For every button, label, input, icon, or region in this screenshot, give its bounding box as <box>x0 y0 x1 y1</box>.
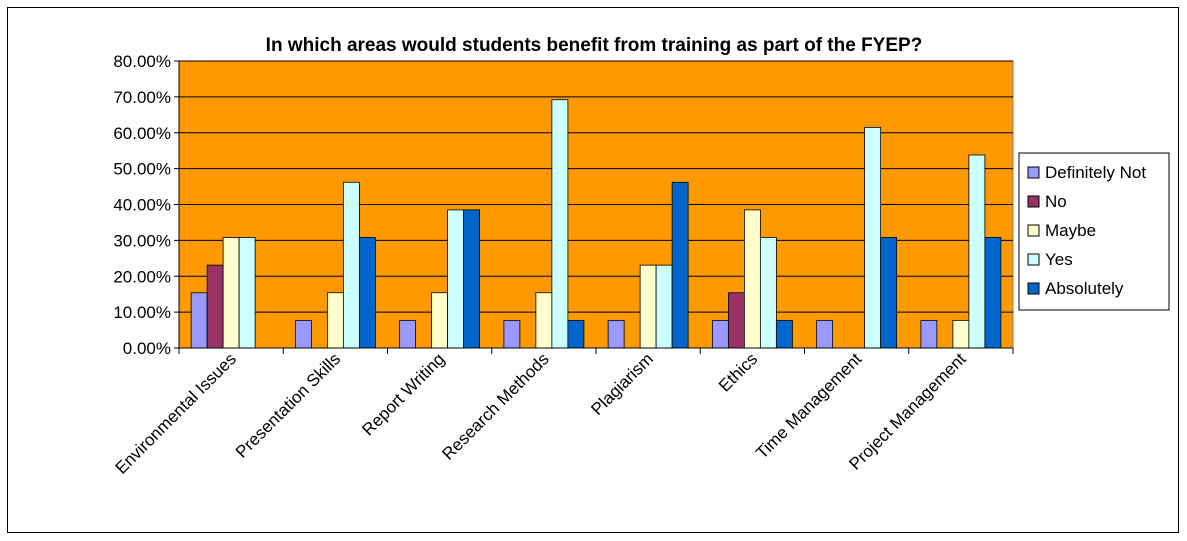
legend-box <box>1018 152 1170 311</box>
y-tick-label: 10.00% <box>113 303 171 322</box>
bar <box>222 237 240 349</box>
bar <box>431 292 449 349</box>
bar <box>567 319 585 349</box>
bar <box>463 209 481 349</box>
chart: In which areas would students benefit fr… <box>112 35 1170 478</box>
bar <box>775 319 793 349</box>
bar <box>920 319 938 349</box>
x-tick-label: Environmental Issues <box>112 349 240 477</box>
y-tick-label: 30.00% <box>113 231 171 250</box>
x-tick-label: Ethics <box>715 349 761 395</box>
x-tick-label: Research Methods <box>438 349 552 463</box>
bar <box>607 319 625 349</box>
legend-swatch <box>1027 195 1040 208</box>
y-tick-label: 40.00% <box>113 196 171 215</box>
bar <box>968 154 986 349</box>
bar <box>727 292 745 349</box>
legend-swatch <box>1027 282 1040 295</box>
bar <box>551 99 569 349</box>
x-tick-label: Time Management <box>752 349 865 462</box>
y-tick-label: 80.00% <box>113 52 171 71</box>
bar <box>671 181 689 349</box>
chart-title: In which areas would students benefit fr… <box>266 35 923 56</box>
x-tick-label: Presentation Skills <box>232 349 344 461</box>
legend-entry: No <box>1045 192 1067 211</box>
bar <box>206 264 224 349</box>
bar <box>743 209 761 349</box>
legend-entry: Definitely Not <box>1045 163 1146 182</box>
bar <box>447 209 465 349</box>
x-tick-label: Project Management <box>845 349 970 474</box>
bars <box>190 99 1002 349</box>
legend-swatch <box>1027 166 1040 179</box>
y-tick-label: 20.00% <box>113 267 171 286</box>
bar <box>880 237 898 349</box>
legend-entry: Yes <box>1045 250 1073 269</box>
legend-swatch <box>1027 253 1040 266</box>
chart-frame: In which areas would students benefit fr… <box>7 7 1179 533</box>
bar <box>655 264 673 349</box>
bar <box>952 319 970 349</box>
x-tick-label: Plagiarism <box>587 349 657 419</box>
bar <box>535 292 553 349</box>
y-tick-label: 70.00% <box>113 88 171 107</box>
y-tick-label: 0.00% <box>123 339 171 358</box>
legend: Definitely Not No Maybe Yes Absolutely <box>1018 152 1170 311</box>
x-tick-label: Report Writing <box>358 349 448 439</box>
y-tick-label: 60.00% <box>113 124 171 143</box>
bar <box>984 237 1002 349</box>
bar <box>759 237 777 349</box>
bar <box>326 292 344 349</box>
y-tick-label: 50.00% <box>113 160 171 179</box>
y-tick-labels: 0.00% 10.00% 20.00% 30.00% 40.00% 50.00% 60.00… <box>113 52 171 358</box>
legend-entry: Maybe <box>1045 221 1096 240</box>
bar <box>503 319 521 349</box>
axes <box>174 60 1014 354</box>
legend-swatch <box>1027 224 1040 237</box>
bar <box>190 292 208 349</box>
bar <box>639 264 657 349</box>
bar <box>238 237 256 349</box>
bar <box>711 319 729 349</box>
bar <box>864 126 882 349</box>
bar <box>399 319 417 349</box>
bar <box>342 181 360 349</box>
legend-entry: Absolutely <box>1045 279 1124 298</box>
bar <box>358 237 376 349</box>
bar <box>816 319 834 349</box>
bar <box>294 319 312 349</box>
